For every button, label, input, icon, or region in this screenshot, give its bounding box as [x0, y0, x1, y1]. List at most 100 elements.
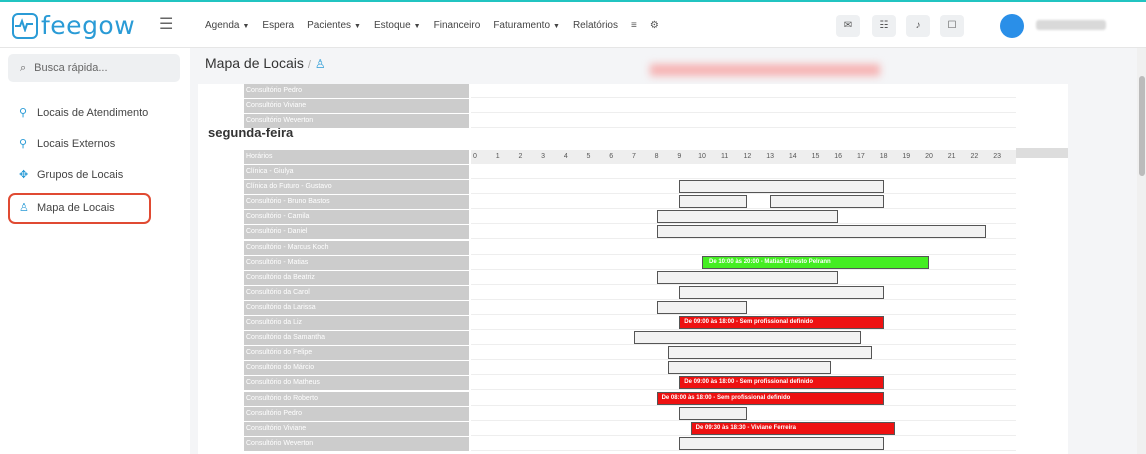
hour-tick: 4	[563, 153, 568, 160]
location-row: Consultório da Liz	[244, 316, 469, 330]
hour-tick: 22	[970, 153, 979, 160]
inbox-icon[interactable]: ✉	[836, 15, 860, 37]
location-map-panel: segunda-feira Consultório Pedro Consultór…	[198, 84, 1068, 454]
hour-tick: 18	[879, 153, 888, 160]
location-row: Clínica - Giulya	[244, 165, 469, 179]
day-title: segunda-feira	[208, 125, 294, 140]
row-track	[471, 331, 1016, 346]
booking-bar[interactable]	[633, 331, 861, 345]
row-track	[471, 407, 1016, 421]
main-nav: Agenda ▼ Espera Pacientes ▼ Estoque ▼ Finan…	[205, 20, 672, 31]
booking-bar[interactable]	[656, 210, 839, 224]
location-row: Consultório da Samantha	[244, 331, 469, 346]
database-icon[interactable]: ≡	[630, 20, 637, 31]
gear-icon[interactable]: ⚙	[649, 20, 659, 31]
location-row: Consultório - Bruno Bastos	[244, 195, 469, 210]
location-row: Consultório da Carol	[244, 285, 469, 300]
hour-tick: 0	[473, 153, 477, 160]
header-extension	[1016, 148, 1068, 158]
top-accent-line	[0, 0, 1146, 2]
location-row: Consultório do Felipe	[244, 346, 469, 361]
sidebar: ⌕ Busca rápida... ⚲ Locais de Atendimento …	[0, 48, 190, 454]
location-map-icon[interactable]: ♙	[314, 57, 326, 71]
page-scrollbar[interactable]	[1137, 48, 1146, 454]
location-row: Consultório Viviane	[244, 421, 469, 436]
nav-espera[interactable]: Espera	[262, 20, 295, 31]
hour-tick: 15	[811, 153, 820, 160]
menu-toggle-icon[interactable]: ☰	[159, 16, 174, 33]
hour-tick: 17	[856, 153, 865, 160]
location-row: Consultório Viviane	[244, 99, 469, 113]
nav-relatorios[interactable]: Relatórios	[572, 20, 618, 31]
booking-bar[interactable]	[679, 285, 884, 299]
booking-bar[interactable]	[770, 195, 884, 209]
booking-bar[interactable]	[667, 346, 873, 360]
row-track	[471, 225, 1016, 240]
hour-tick: 2	[518, 153, 523, 160]
logo[interactable]: feegow	[12, 11, 135, 40]
search-icon: ⌕	[20, 62, 27, 74]
booking-bar[interactable]: De 09:30 às 18:30 - Viviane Ferreira	[690, 421, 895, 435]
hours-header-label: Horários	[244, 150, 469, 164]
hour-tick: 23	[993, 153, 1001, 160]
location-row: Consultório da Beatriz	[244, 270, 469, 285]
hour-tick: 16	[834, 153, 843, 160]
row-track	[471, 180, 1016, 195]
hour-tick: 11	[721, 153, 729, 160]
booking-bar[interactable]: De 09:00 às 18:00 - Sem profissional def…	[679, 376, 884, 390]
row-track	[471, 422, 1016, 436]
row-track	[471, 346, 1016, 361]
nav-faturamento[interactable]: Faturamento ▼	[493, 20, 560, 31]
scrollbar-thumb[interactable]	[1139, 76, 1145, 176]
booking-bar[interactable]	[679, 180, 884, 194]
row-track	[471, 271, 1016, 285]
booking-bar[interactable]	[656, 270, 839, 284]
sidebar-item-grupos-locais[interactable]: ✥ Grupos de Locais	[19, 168, 124, 182]
hour-tick: 13	[766, 153, 774, 160]
location-row: Consultório do Roberto	[244, 391, 469, 406]
top-header: feegow ☰ Agenda ▼ Espera Pacientes ▼ Estoq…	[0, 2, 1146, 48]
bell-icon[interactable]: ♪	[906, 15, 930, 37]
blurred-alert	[650, 64, 880, 76]
booking-bar[interactable]	[679, 195, 748, 209]
booking-bar[interactable]: De 09:00 às 18:00 - Sem profissional def…	[679, 316, 884, 329]
location-pin-icon: ⚲	[19, 138, 28, 150]
sidebar-item-locais-externos[interactable]: ⚲ Locais Externos	[19, 137, 116, 151]
row-track	[471, 301, 1016, 315]
task-list-icon[interactable]: ☷	[872, 15, 896, 37]
location-row: Consultório do Márcio	[244, 361, 469, 376]
booking-bar[interactable]	[656, 300, 748, 314]
booking-bar[interactable]	[656, 225, 986, 239]
nav-agenda[interactable]: Agenda ▼	[205, 20, 250, 31]
sidebar-item-mapa-locais[interactable]: ♙ Mapa de Locais	[19, 201, 115, 215]
hour-tick: 5	[586, 153, 591, 160]
booking-bar[interactable]: De 10:00 às 20:00 - Matias Ernesto Pelra…	[702, 255, 929, 269]
hour-tick: 7	[631, 153, 636, 160]
row-track	[471, 195, 1016, 210]
row-track	[471, 392, 1016, 406]
row-track	[471, 286, 1016, 300]
nav-financeiro[interactable]: Financeiro	[433, 20, 481, 31]
row-track	[471, 165, 1016, 179]
location-map-icon: ♙	[19, 202, 29, 214]
location-group-icon: ✥	[19, 169, 29, 181]
hour-tick: 3	[541, 153, 546, 160]
user-name-blurred[interactable]	[1036, 20, 1106, 30]
nav-pacientes[interactable]: Pacientes ▼	[307, 20, 361, 31]
booking-bar[interactable]	[667, 361, 832, 375]
booking-bar[interactable]: De 08:00 às 18:00 - Sem profissional def…	[656, 391, 884, 405]
avatar[interactable]	[1000, 14, 1024, 38]
hour-tick: 6	[609, 153, 614, 160]
chat-icon[interactable]: ☐	[940, 15, 964, 37]
booking-bar[interactable]	[679, 436, 884, 450]
hour-tick: 12	[743, 153, 752, 160]
location-row: Consultório - Marcus Koch	[244, 240, 469, 255]
booking-bar[interactable]	[679, 406, 748, 420]
hour-tick: 14	[788, 153, 797, 160]
location-row: Consultório - Camila	[244, 210, 469, 225]
quick-search-input[interactable]: ⌕ Busca rápida...	[8, 54, 180, 82]
location-row: Consultório Pedro	[244, 84, 469, 98]
sidebar-item-locais-atendimento[interactable]: ⚲ Locais de Atendimento	[19, 106, 149, 120]
hour-tick: 9	[677, 153, 682, 160]
nav-estoque[interactable]: Estoque ▼	[373, 20, 421, 31]
